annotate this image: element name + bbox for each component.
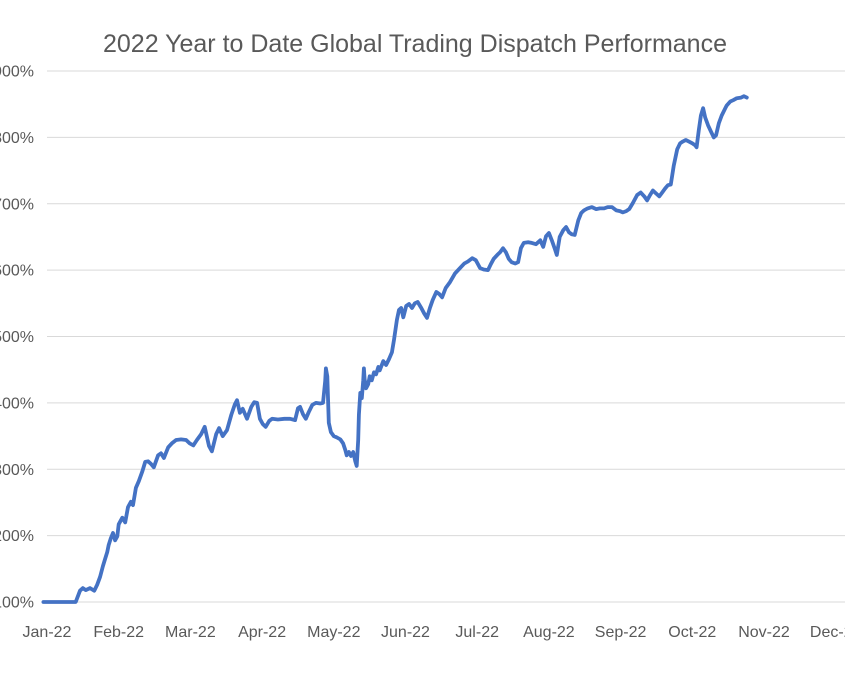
grid-layer [47,70,845,603]
x-tick-label: Jan-22 [23,624,72,641]
x-tick-label: Feb-22 [93,624,144,641]
x-tick-label: Mar-22 [165,624,216,641]
y-tick-label: 700% [0,196,34,213]
y-tick-label: 900% [0,64,34,81]
y-tick-label: 500% [0,329,34,346]
x-tick-label: Aug-22 [523,624,575,641]
x-tick-label: Sep-22 [595,624,647,641]
x-tick-label: Nov-22 [738,624,790,641]
x-axis-labels: Jan-22 Feb-22 Mar-22 Apr-22 May-22 Jun-22 Jul-… [23,624,845,641]
series-layer [41,94,749,604]
y-tick-label: 300% [0,462,34,479]
y-tick-label: 600% [0,263,34,280]
x-tick-label: Jul-22 [455,624,499,641]
y-axis-labels: 100% 200% 300% 400% 500% 600% 700% 800% 900% [0,64,34,612]
x-tick-label: May-22 [307,624,360,641]
chart-title: 2022 Year to Date Global Trading Dispatc… [103,30,727,58]
y-tick-label: 800% [0,130,34,147]
x-tick-label: Dec-22 [810,624,845,641]
x-tick-label: Jun-22 [381,624,430,641]
y-tick-label: 200% [0,528,34,545]
y-tick-label: 400% [0,395,34,412]
series-line [41,94,749,604]
y-tick-label: 100% [0,595,34,612]
x-tick-label: Oct-22 [668,624,716,641]
x-tick-label: Apr-22 [238,624,286,641]
